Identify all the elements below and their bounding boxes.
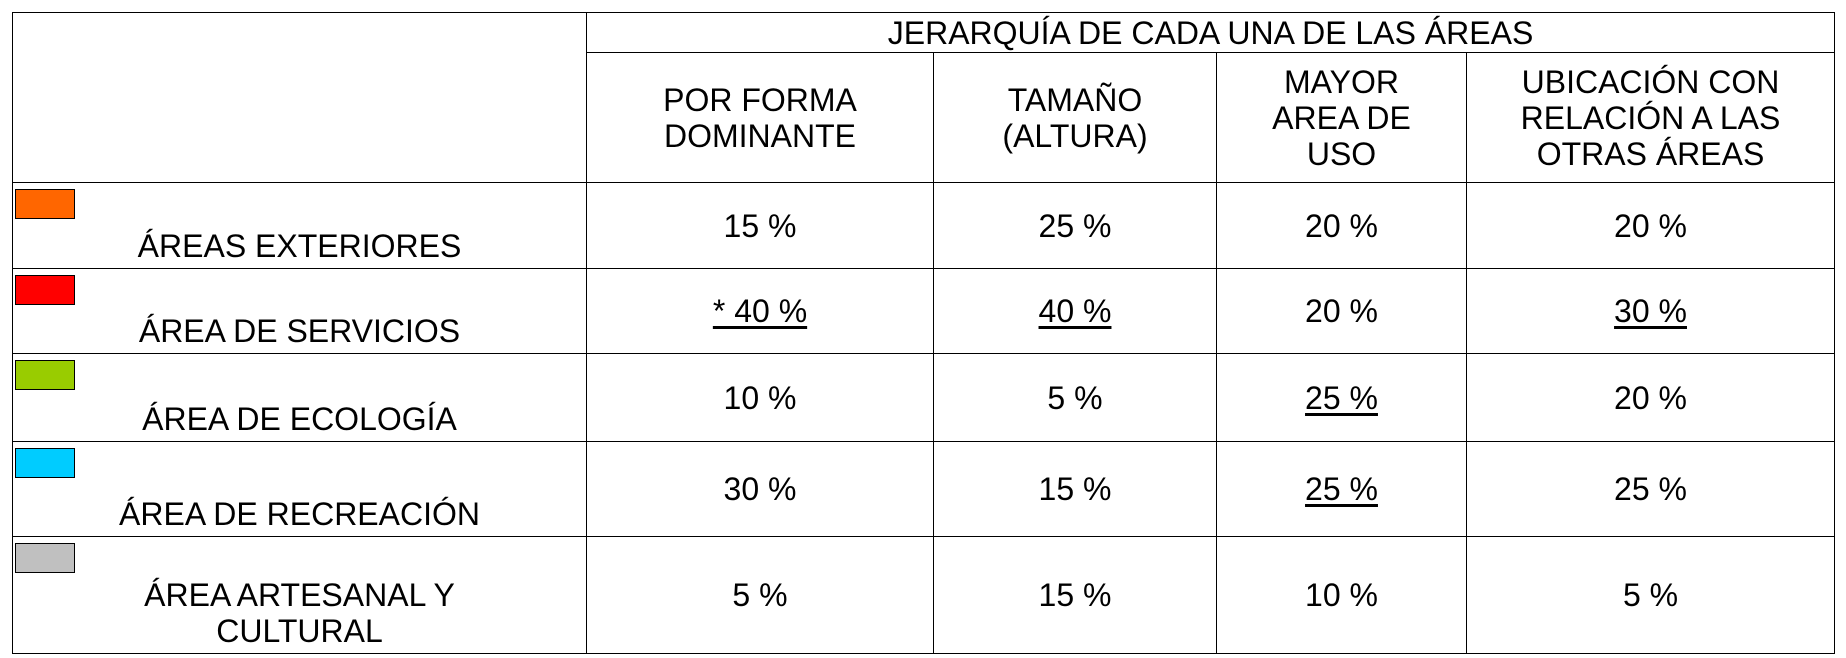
data-row: ÁREA DE SERVICIOS * 40 % 40 % 20 % 30 % bbox=[12, 268, 1836, 354]
value-text: 30 % bbox=[1614, 293, 1687, 329]
value-cell: 20 % bbox=[1216, 182, 1467, 269]
value-cell: 25 % bbox=[1216, 353, 1467, 442]
color-swatch bbox=[15, 543, 75, 573]
table-title: JERARQUÍA DE CADA UNA DE LAS ÁREAS bbox=[585, 12, 1836, 53]
value-cell: 5 % bbox=[933, 353, 1217, 442]
value-text: 10 % bbox=[1305, 577, 1378, 613]
value-cell: 25 % bbox=[1216, 441, 1467, 537]
value-text: 20 % bbox=[1614, 379, 1687, 416]
row-label-cell: ÁREAS EXTERIORES bbox=[12, 182, 587, 269]
value-cell: 20 % bbox=[1216, 268, 1467, 354]
value-cell: * 40 % bbox=[586, 268, 934, 354]
corner-cell bbox=[12, 12, 587, 183]
value-text: 30 % bbox=[723, 471, 797, 507]
value-text: 5 % bbox=[1047, 379, 1103, 416]
table-body: JERARQUÍA DE CADA UNA DE LAS ÁREAS POR F… bbox=[12, 12, 1836, 654]
column-header-row: POR FORMA DOMINANTE TAMAÑO (ALTURA) MAYOR … bbox=[13, 52, 1836, 183]
data-row: ÁREA ARTESANAL Y CULTURAL 5 % 15 % 10 % 5 % bbox=[12, 536, 1836, 654]
title-row: JERARQUÍA DE CADA UNA DE LAS ÁREAS bbox=[12, 12, 1836, 183]
value-text: 25 % bbox=[1305, 379, 1378, 416]
value-text: 10 % bbox=[723, 379, 797, 416]
column-header: UBICACIÓN CON RELACIÓN A LAS OTRAS ÁREAS bbox=[1465, 52, 1836, 183]
value-text: 20 % bbox=[1305, 293, 1378, 329]
value-text: 20 % bbox=[1305, 207, 1378, 244]
hierarchy-table: JERARQUÍA DE CADA UNA DE LAS ÁREAS POR F… bbox=[12, 12, 1836, 654]
value-cell: 40 % bbox=[933, 268, 1217, 354]
value-cell: 15 % bbox=[933, 441, 1217, 537]
value-text: * 40 % bbox=[712, 293, 808, 329]
value-cell: 15 % bbox=[933, 536, 1217, 654]
row-label: ÁREAS EXTERIORES bbox=[137, 228, 462, 264]
value-cell: 30 % bbox=[1465, 268, 1836, 354]
value-text: 15 % bbox=[1038, 471, 1112, 507]
color-swatch bbox=[15, 448, 75, 478]
value-cell: 5 % bbox=[586, 536, 934, 654]
value-cell: 10 % bbox=[586, 353, 934, 442]
row-label: ÁREA DE ECOLOGÍA bbox=[142, 401, 457, 437]
color-swatch bbox=[15, 275, 75, 305]
value-text: 20 % bbox=[1614, 207, 1687, 244]
row-label-cell: ÁREA DE ECOLOGÍA bbox=[12, 353, 587, 442]
row-label-cell: ÁREA DE SERVICIOS bbox=[12, 268, 587, 354]
value-cell: 15 % bbox=[586, 182, 934, 269]
data-row: ÁREA DE ECOLOGÍA 10 % 5 % 25 % 20 % bbox=[12, 353, 1836, 442]
column-header: POR FORMA DOMINANTE bbox=[586, 52, 934, 183]
value-text: 40 % bbox=[1038, 293, 1112, 329]
color-swatch bbox=[15, 189, 75, 219]
data-row: ÁREA DE RECREACIÓN 30 % 15 % 25 % 25 % bbox=[12, 441, 1836, 537]
value-cell: 5 % bbox=[1465, 536, 1836, 654]
value-cell: 20 % bbox=[1465, 182, 1836, 269]
row-label: ÁREA ARTESANAL Y CULTURAL bbox=[144, 577, 455, 649]
value-text: 5 % bbox=[1622, 577, 1679, 613]
row-label: ÁREA DE RECREACIÓN bbox=[119, 496, 480, 532]
value-cell: 30 % bbox=[586, 441, 934, 537]
value-text: 15 % bbox=[1038, 577, 1112, 613]
value-cell: 20 % bbox=[1465, 353, 1836, 442]
column-header: TAMAÑO (ALTURA) bbox=[933, 52, 1217, 183]
value-cell: 25 % bbox=[1465, 441, 1836, 537]
row-label-cell: ÁREA ARTESANAL Y CULTURAL bbox=[12, 536, 587, 654]
value-text: 5 % bbox=[732, 577, 788, 613]
value-cell: 25 % bbox=[933, 182, 1217, 269]
value-text: 15 % bbox=[723, 207, 797, 244]
value-text: 25 % bbox=[1305, 471, 1378, 507]
row-label-cell: ÁREA DE RECREACIÓN bbox=[12, 441, 587, 537]
column-header: MAYOR AREA DE USO bbox=[1216, 52, 1467, 183]
value-text: 25 % bbox=[1038, 207, 1112, 244]
value-cell: 10 % bbox=[1216, 536, 1467, 654]
color-swatch bbox=[15, 360, 75, 390]
value-text: 25 % bbox=[1614, 471, 1687, 507]
data-row: ÁREAS EXTERIORES 15 % 25 % 20 % 20 % bbox=[12, 182, 1836, 269]
row-label: ÁREA DE SERVICIOS bbox=[138, 313, 461, 349]
